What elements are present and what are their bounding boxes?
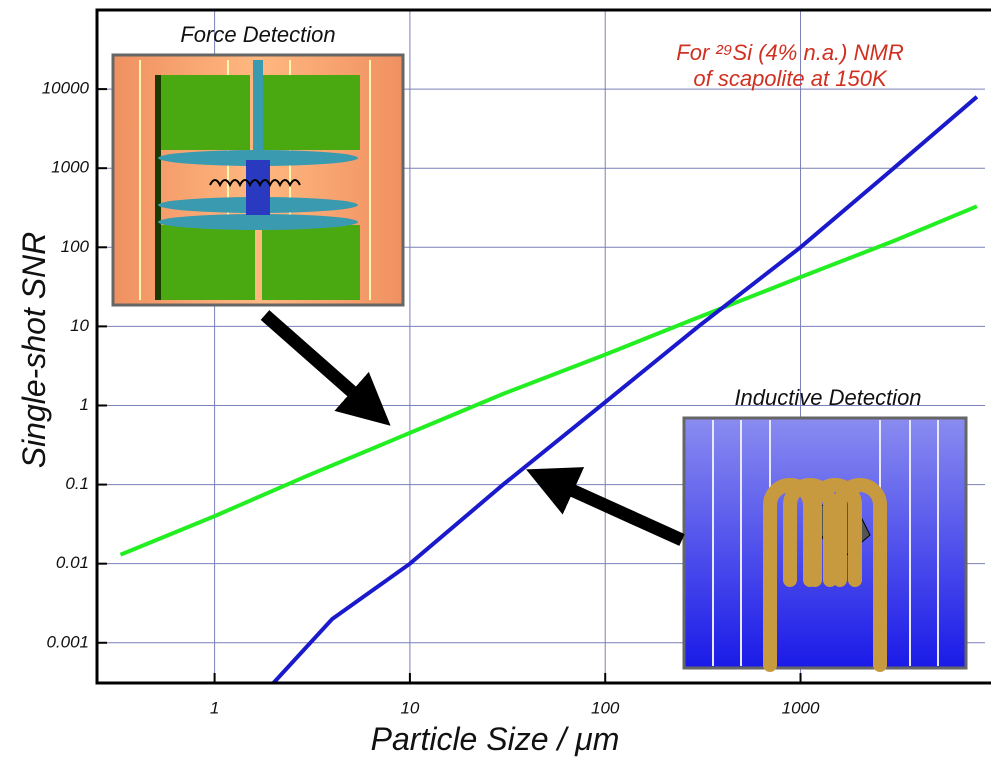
inset-label: Force Detection (180, 22, 335, 47)
arrow (265, 315, 375, 412)
y-tick-label: 1000 (51, 158, 89, 177)
annotation: For ²⁹Si (4% n.a.) NMR (676, 40, 904, 65)
x-tick-label: 1000 (782, 698, 820, 717)
y-axis-title: Single-shot SNR (16, 232, 52, 469)
chart: Force Detection Inductive Detection For … (0, 0, 991, 763)
annotation: of scapolite at 150K (693, 66, 888, 91)
arrow (545, 478, 682, 540)
y-tick-label: 0.01 (56, 553, 89, 572)
inductive-inset (684, 418, 966, 668)
inset-label: Inductive Detection (734, 385, 921, 410)
y-tick-label: 0.1 (65, 474, 89, 493)
x-tick-label: 10 (400, 698, 419, 717)
x-tick-label: 1 (210, 698, 219, 717)
y-tick-label: 100 (61, 237, 90, 256)
y-tick-label: 10 (70, 316, 89, 335)
y-tick-label: 0.001 (46, 632, 89, 651)
x-tick-label: 100 (591, 698, 620, 717)
force-inset (113, 55, 403, 305)
x-axis-title: Particle Size / μm (371, 721, 620, 757)
y-tick-label: 10000 (42, 79, 90, 98)
y-tick-label: 1 (80, 395, 89, 414)
